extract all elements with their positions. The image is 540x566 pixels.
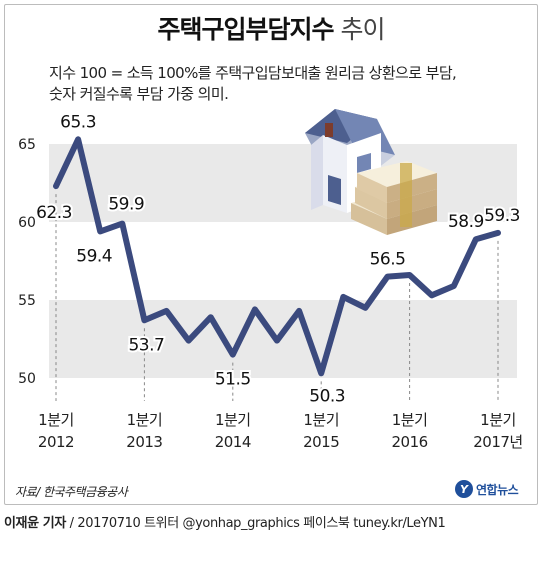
data-labels: 62.3 65.3 59.4 59.9 53.7 51.5 50.3 56.5 58.9 59.3 — [34, 110, 522, 408]
x-guide-lines — [55, 194, 499, 401]
description-line-1: 지수 100 = 소득 100%를 주택구입담보대출 원리금 상환으로 부담, — [49, 64, 457, 82]
y-tick-label: 65 — [18, 137, 36, 153]
y-band-50-55 — [49, 300, 517, 378]
series-line — [53, 136, 501, 377]
credit-line: 이재윤 기자 / 20170710 트위터 @yonhap_graphics 페… — [4, 512, 446, 531]
credit-details: / 20170710 트위터 @yonhap_graphics 페이스북 tun… — [65, 516, 446, 531]
x-tick-label: 1분기 — [215, 411, 251, 429]
data-label: 62.3 — [36, 203, 72, 223]
yonhap-logo: Y 연합뉴스 — [455, 478, 519, 500]
author-name: 이재윤 기자 — [4, 516, 66, 531]
x-tick-label: 1분기 — [38, 411, 74, 429]
data-label: 59.9 — [108, 195, 144, 215]
background-bands — [49, 144, 517, 378]
y-tick-label: 60 — [18, 215, 36, 231]
description-line-2: 숫자 커질수록 부담 가중 의미. — [49, 85, 229, 103]
data-label: 53.7 — [128, 335, 164, 355]
data-label: 59.3 — [484, 206, 520, 226]
logo-text: 연합뉴스 — [476, 482, 519, 497]
logo-mark-icon: Y — [455, 480, 473, 498]
x-tick-year: 2013 — [126, 433, 162, 451]
data-label: 58.9 — [448, 212, 484, 232]
y-band-60-65 — [49, 144, 517, 222]
chart-description: 지수 100 = 소득 100%를 주택구입담보대출 원리금 상환으로 부담, … — [49, 63, 519, 105]
x-tick-year: 2014 — [215, 433, 251, 451]
infographic-card: 주택구입부담지수 추이 지수 100 = 소득 100%를 주택구입담보대출 원… — [4, 4, 538, 505]
source-note: 자료/ 한국주택금융공사 — [15, 485, 128, 499]
x-tick-year: 2012 — [38, 433, 74, 451]
data-label: 59.4 — [76, 246, 112, 266]
data-label: 51.5 — [215, 370, 251, 390]
y-tick-label: 55 — [18, 293, 36, 309]
data-label: 50.3 — [309, 386, 345, 406]
y-axis: 50 55 60 65 — [18, 137, 36, 387]
x-tick-year: 2016 — [392, 433, 428, 451]
x-tick-label: 1분기 — [127, 411, 163, 429]
y-tick-label: 50 — [18, 371, 36, 387]
x-tick-label: 1분기 — [303, 411, 339, 429]
line-chart: 50 55 60 65 — [18, 109, 523, 451]
title-main: 주택구입부담지수 — [157, 15, 335, 44]
x-tick-year: 2015 — [303, 433, 339, 451]
money-stack-icon — [351, 161, 437, 235]
data-label: 56.5 — [370, 250, 406, 270]
chart-title: 주택구입부담지수 추이 — [5, 15, 537, 45]
x-tick-label: 1분기 — [392, 411, 428, 429]
data-label: 65.3 — [60, 112, 96, 132]
x-tick-label: 1분기 — [480, 411, 516, 429]
title-sub: 추이 — [340, 15, 385, 44]
x-axis: 1분기 2012 1분기 2013 1분기 2014 1분기 2015 1분기 2016 1분기 20… — [38, 411, 523, 451]
house-money-illustration — [305, 109, 437, 235]
x-tick-year: 2017년 — [473, 433, 522, 451]
